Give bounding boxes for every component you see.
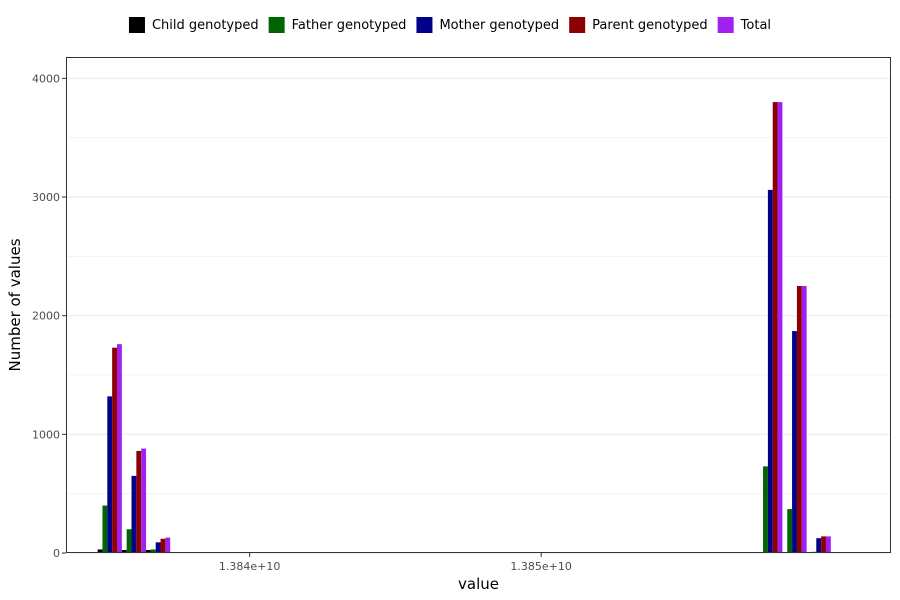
y-axis: 0 1000 2000 3000 4000 bbox=[32, 72, 66, 560]
bar bbox=[792, 331, 797, 553]
plot-panel bbox=[66, 57, 891, 553]
bar bbox=[763, 466, 768, 553]
bar bbox=[801, 286, 807, 553]
bar bbox=[155, 542, 161, 553]
bar bbox=[825, 536, 831, 553]
bar bbox=[136, 450, 142, 553]
x-tick-label: 1.385e+10 bbox=[510, 560, 571, 573]
bar bbox=[112, 347, 117, 553]
legend-label: Total bbox=[740, 18, 771, 33]
bars bbox=[97, 102, 831, 553]
bar bbox=[787, 509, 793, 553]
legend-item: Total bbox=[717, 17, 771, 33]
bar bbox=[131, 475, 137, 553]
major-gridlines bbox=[66, 77, 891, 554]
y-tick-label: 4000 bbox=[32, 72, 60, 85]
legend-swatch bbox=[416, 17, 433, 33]
bar bbox=[97, 549, 103, 553]
bar bbox=[146, 550, 151, 553]
legend-swatch bbox=[128, 17, 145, 33]
legend-label: Parent genotyped bbox=[592, 18, 707, 33]
x-tick-label: 1.384e+10 bbox=[219, 560, 280, 573]
bar bbox=[816, 538, 822, 553]
legend-swatch bbox=[569, 17, 586, 33]
y-tick-label: 3000 bbox=[32, 191, 60, 204]
legend-label: Mother genotyped bbox=[439, 18, 559, 33]
bar bbox=[772, 102, 778, 553]
legend-item: Child genotyped bbox=[128, 17, 259, 33]
y-tick-label: 0 bbox=[53, 547, 60, 560]
y-axis-title: Number of values bbox=[6, 238, 24, 371]
bar bbox=[141, 448, 147, 553]
legend: Child genotyped Father genotyped Mother ge… bbox=[128, 17, 771, 33]
legend-item: Parent genotyped bbox=[569, 17, 708, 33]
minor-gridlines bbox=[66, 137, 891, 495]
legend-swatch bbox=[268, 17, 285, 33]
bar bbox=[126, 529, 132, 553]
legend-item: Father genotyped bbox=[268, 17, 407, 33]
legend-label: Father genotyped bbox=[292, 18, 407, 33]
bar bbox=[160, 538, 166, 553]
bar bbox=[102, 505, 108, 553]
bar bbox=[116, 344, 122, 553]
legend-swatch bbox=[717, 17, 734, 33]
legend-item: Mother genotyped bbox=[416, 17, 559, 33]
bar bbox=[150, 549, 156, 553]
legend-label: Child genotyped bbox=[152, 18, 259, 33]
x-axis-title: value bbox=[458, 575, 499, 593]
bar bbox=[777, 102, 783, 553]
x-axis: 1.384e+10 1.385e+10 bbox=[219, 553, 572, 573]
bar bbox=[165, 537, 171, 553]
plot-border bbox=[66, 57, 891, 553]
bar bbox=[821, 536, 826, 553]
bar bbox=[121, 550, 127, 553]
y-tick-label: 1000 bbox=[32, 428, 60, 441]
bar bbox=[796, 286, 802, 553]
bar bbox=[767, 189, 773, 553]
y-tick-label: 2000 bbox=[32, 310, 60, 323]
bar bbox=[107, 396, 113, 553]
